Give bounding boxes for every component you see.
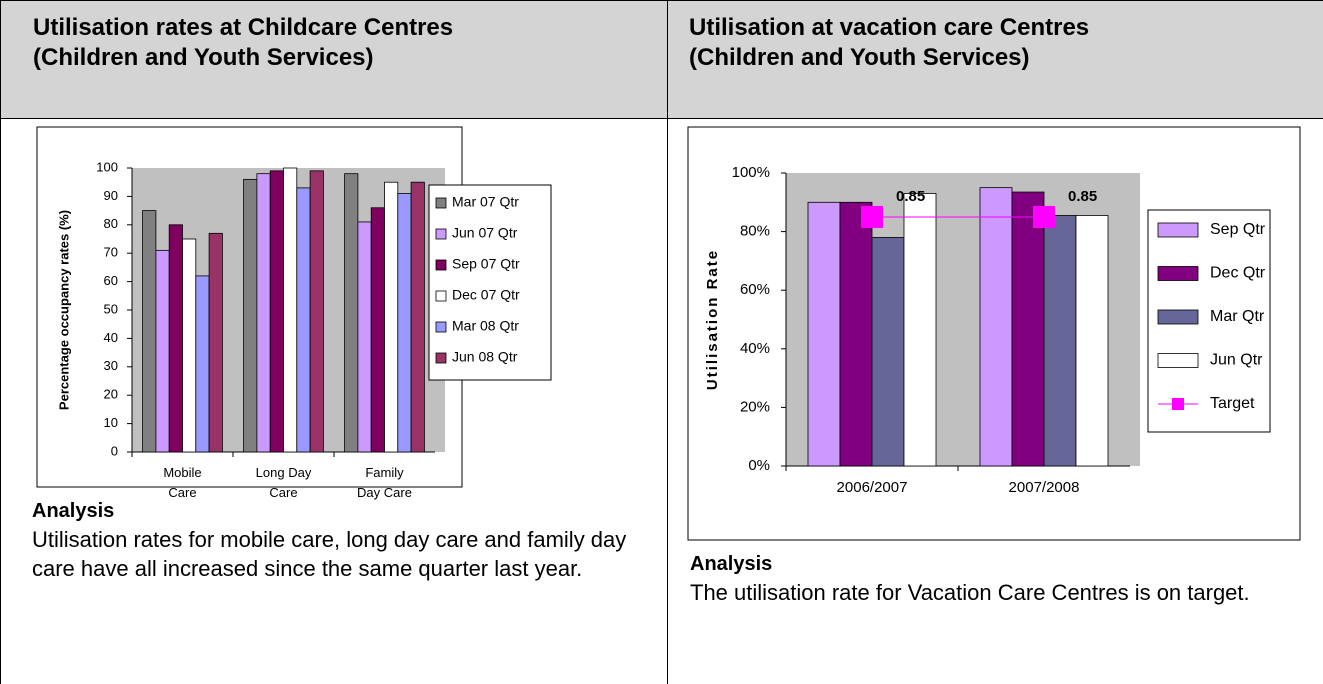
bar	[344, 173, 359, 453]
y-tick-label: 70	[104, 245, 118, 260]
x-tick-label-line: Care	[168, 485, 196, 500]
bar	[168, 224, 183, 453]
x-tick-label-line: Mobile	[163, 465, 201, 480]
legend-label: Jun Qtr	[1210, 352, 1263, 369]
bar	[979, 187, 1013, 467]
bar	[142, 210, 157, 453]
legend-label: Sep 07 Qtr	[452, 256, 520, 272]
bar	[357, 221, 372, 453]
y-tick-label: 80	[104, 216, 118, 231]
x-tick-label: Mobile Care	[163, 465, 201, 500]
y-axis-label: Percentage occupancy rates (%)	[56, 210, 71, 410]
y-tick-label: 80%	[740, 223, 770, 240]
x-tick-label-line: Family	[365, 465, 404, 480]
title-line: Utilisation rates at Childcare Centres	[33, 14, 454, 41]
bar	[839, 201, 873, 467]
legend-swatch	[1157, 222, 1199, 238]
legend-frame	[428, 184, 552, 381]
target-marker	[1033, 205, 1055, 228]
bar	[384, 181, 399, 453]
title-line: Utilisation at vacation care Centres	[689, 14, 1090, 41]
x-tick-label: Long Day Care	[256, 465, 312, 500]
y-tick-label: 0	[111, 443, 118, 458]
header-cell: Utilisation at vacation care Centres (Ch…	[667, 0, 1323, 119]
x-tick-label-line: Long Day	[256, 465, 312, 480]
legend-label: Dec Qtr	[1210, 265, 1266, 282]
bar	[1011, 191, 1045, 467]
x-tick-label-line: Day Care	[357, 485, 412, 500]
y-tick-label: 100	[96, 159, 118, 174]
bar	[208, 232, 223, 453]
y-tick-label: 20%	[740, 398, 770, 415]
legend-marker	[1172, 398, 1184, 410]
bar	[1043, 215, 1077, 467]
y-tick-label: 60	[104, 273, 118, 288]
bar	[807, 201, 841, 467]
bar	[269, 170, 284, 453]
y-tick-label: 10	[104, 415, 118, 430]
legend-label: Dec 07 Qtr	[452, 287, 520, 303]
x-tick-label-line: 2006/2007	[837, 479, 908, 496]
bar	[283, 167, 298, 453]
legend-swatch	[435, 321, 447, 333]
bar	[903, 193, 937, 467]
bar	[155, 249, 170, 453]
bar	[309, 170, 324, 453]
x-tick-label: 2007/2008	[1009, 479, 1080, 496]
y-axis-label: Utilisation Rate	[704, 249, 721, 390]
y-tick-label: 90	[104, 188, 118, 203]
bar	[397, 193, 412, 453]
body-cell	[667, 118, 1323, 684]
legend-swatch	[435, 197, 447, 209]
legend-swatch	[435, 352, 447, 364]
y-tick-label: 60%	[740, 281, 770, 298]
y-tick-label: 0%	[748, 457, 770, 474]
bar	[871, 237, 905, 467]
x-tick-label-line: 2007/2008	[1009, 479, 1080, 496]
legend-label: Target	[1210, 395, 1255, 412]
legend-label: Mar Qtr	[1210, 308, 1265, 325]
title-line: (Children and Youth Services)	[33, 44, 374, 71]
bar	[256, 173, 271, 453]
y-tick-label: 30	[104, 358, 118, 373]
x-tick-label-line: Care	[269, 485, 297, 500]
y-tick-label: 40%	[740, 340, 770, 357]
legend-label: Mar 08 Qtr	[452, 318, 519, 334]
y-tick-label: 100%	[732, 164, 770, 181]
legend-label: Sep Qtr	[1210, 221, 1266, 238]
analysis-text: The utilisation rate for Vacation Care C…	[690, 580, 1250, 605]
legend-swatch	[435, 259, 447, 271]
analysis-heading: Analysis	[32, 500, 115, 522]
bar	[182, 238, 197, 453]
bar	[296, 187, 311, 453]
legend-swatch	[1157, 309, 1199, 325]
analysis-text: Utilisation rates for mobile care, long …	[32, 527, 627, 581]
bar	[1075, 215, 1109, 467]
header-cell: Utilisation rates at Childcare Centres (…	[0, 0, 668, 119]
legend-swatch	[1157, 266, 1199, 281]
legend-label: Jun 08 Qtr	[452, 349, 518, 365]
analysis-heading: Analysis	[690, 553, 773, 575]
bar	[370, 207, 385, 453]
legend-label: Jun 07 Qtr	[452, 225, 518, 241]
y-tick-label: 50	[104, 301, 118, 316]
legend-swatch	[435, 290, 447, 302]
legend-label: Mar 07 Qtr	[452, 194, 519, 210]
y-tick-label: 20	[104, 387, 118, 402]
title-line: (Children and Youth Services)	[689, 44, 1030, 71]
bar	[410, 181, 425, 453]
x-tick-label: 2006/2007	[837, 479, 908, 496]
data-label: 0.85	[1068, 188, 1097, 205]
legend-swatch	[435, 228, 447, 240]
legend-swatch	[1157, 353, 1199, 368]
bar	[195, 275, 210, 453]
data-label: 0.85	[896, 188, 925, 205]
bar	[243, 178, 258, 453]
target-marker	[861, 205, 883, 228]
x-tick-label: Family Day Care	[357, 465, 412, 500]
y-tick-label: 40	[104, 330, 118, 345]
